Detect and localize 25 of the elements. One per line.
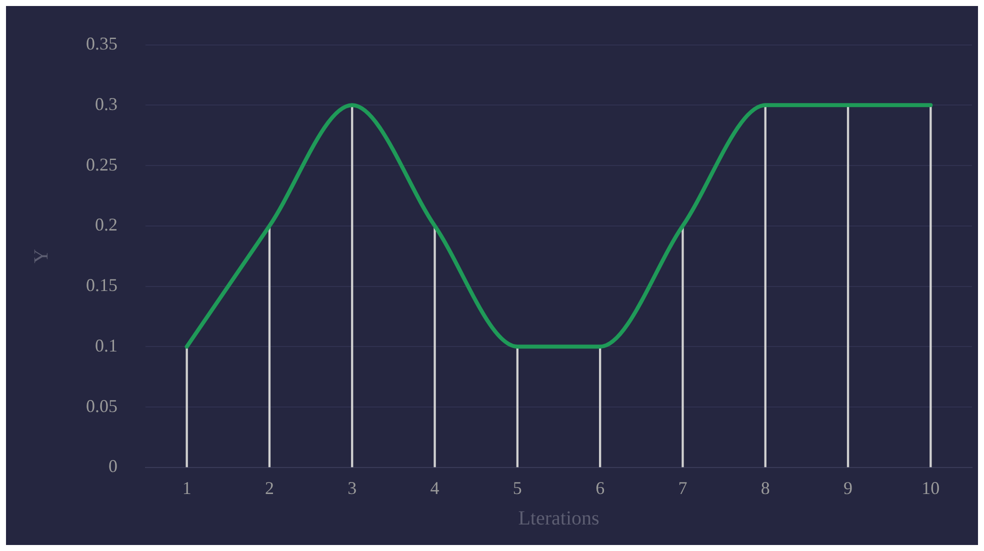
bar [186,346,188,468]
x-axis-title: Lterations [518,507,600,530]
y-tick-label: 0.35 [86,34,118,54]
y-tick-label: 0.1 [95,335,118,356]
x-tick-label: 2 [264,478,274,498]
bar [434,226,436,468]
x-tick-label: 7 [678,478,688,498]
bar [930,104,932,468]
y-axis-title: Y [30,248,52,264]
x-tick-label: 6 [596,478,605,498]
bar [268,226,271,468]
x-tick-label: 1 [182,478,192,498]
y-tick-label: 0.3 [95,94,118,114]
x-tick-label: 9 [844,478,853,498]
y-tick-label: 0.2 [95,214,118,235]
x-tick-label: 4 [430,478,440,498]
x-tick-label: 8 [760,478,770,498]
y-tick-label: 0.15 [86,275,118,296]
y-tick-label: 0 [108,456,118,476]
x-tick-label: 5 [512,478,522,498]
bar [682,226,684,468]
y-tick-label: 0.25 [86,154,118,174]
x-tick-label: 10 [922,478,940,498]
y-tick-label: 0.05 [86,396,118,416]
x-tick-label: 3 [348,478,357,498]
